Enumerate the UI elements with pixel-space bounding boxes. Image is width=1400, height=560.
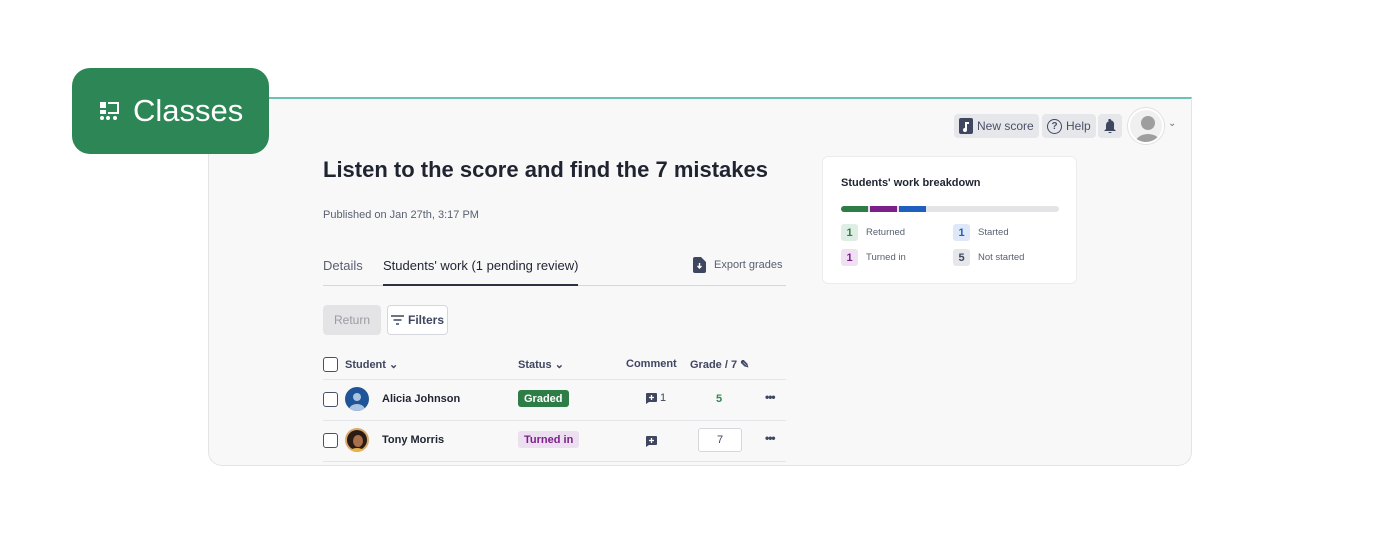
work-breakdown-panel: Students' work breakdown 1 Returned 1 Star… [822, 156, 1077, 284]
tab-details[interactable]: Details [323, 258, 363, 273]
row-checkbox[interactable] [323, 433, 338, 448]
classes-label: Classes [133, 93, 244, 128]
music-sheet-icon [959, 118, 973, 134]
status-badge: Graded [518, 390, 569, 407]
breakdown-progress-bar [841, 206, 1059, 212]
active-tab-indicator [383, 284, 578, 286]
breakdown-started: 1 Started [953, 224, 1009, 241]
student-name[interactable]: Tony Morris [382, 434, 445, 446]
chevron-down-icon: ⌄ [554, 359, 564, 371]
breakdown-title: Students' work breakdown [841, 177, 981, 189]
file-download-icon [693, 257, 706, 273]
filter-icon [390, 315, 404, 325]
progress-segment-returned [841, 206, 868, 212]
classes-icon [100, 102, 119, 120]
more-options-icon[interactable]: ••• [765, 431, 776, 445]
help-icon: ? [1047, 118, 1062, 134]
more-options-icon[interactable]: ••• [765, 390, 776, 404]
grade-value[interactable]: 5 [716, 393, 723, 405]
comment-button[interactable]: 1 [646, 392, 666, 404]
new-score-button[interactable]: New score [954, 114, 1039, 138]
select-all-checkbox[interactable] [323, 357, 338, 372]
tab-students-work[interactable]: Students' work (1 pending review) [383, 258, 579, 273]
classes-badge: Classes [72, 68, 269, 154]
comment-add-icon [646, 392, 657, 404]
breakdown-returned: 1 Returned [841, 224, 905, 241]
row-divider [323, 379, 786, 380]
row-divider [323, 420, 786, 421]
export-grades-link[interactable]: Export grades [693, 257, 782, 273]
filters-label: Filters [407, 313, 444, 327]
column-header-grade[interactable]: Grade / 7 ✎ [690, 359, 750, 371]
pencil-icon: ✎ [740, 359, 750, 371]
row-divider [323, 461, 786, 462]
student-avatar [345, 387, 369, 411]
help-label: Help [1066, 119, 1091, 133]
user-avatar[interactable] [1128, 108, 1164, 144]
new-score-label: New score [977, 119, 1034, 133]
breakdown-turned-in: 1 Turned in [841, 249, 906, 266]
return-button[interactable]: Return [323, 305, 381, 335]
chevron-down-icon: ⌄ [389, 359, 399, 371]
comment-button[interactable] [646, 434, 657, 452]
breakdown-not-started: 5 Not started [953, 249, 1024, 266]
help-button[interactable]: ? Help [1042, 114, 1096, 138]
column-header-comment: Comment [626, 358, 677, 370]
export-grades-label: Export grades [714, 259, 783, 271]
column-header-status[interactable]: Status ⌄ [518, 359, 564, 371]
progress-segment-started [899, 206, 926, 212]
student-avatar [345, 428, 369, 452]
notifications-button[interactable] [1098, 114, 1122, 138]
progress-segment-turned-in [870, 206, 897, 212]
page-title: Listen to the score and find the 7 mista… [323, 157, 768, 182]
comment-count: 1 [660, 392, 667, 404]
status-badge: Turned in [518, 431, 580, 448]
student-name[interactable]: Alicia Johnson [382, 393, 461, 405]
filters-button[interactable]: Filters [387, 305, 448, 335]
chevron-down-icon[interactable]: ⌄ [1168, 118, 1177, 129]
published-date: Published on Jan 27th, 3:17 PM [323, 209, 479, 221]
bell-icon [1104, 119, 1116, 133]
row-checkbox[interactable] [323, 392, 338, 407]
grade-input[interactable]: 7 [698, 428, 742, 452]
column-header-student[interactable]: Student ⌄ [345, 359, 399, 371]
comment-add-icon [646, 436, 657, 447]
